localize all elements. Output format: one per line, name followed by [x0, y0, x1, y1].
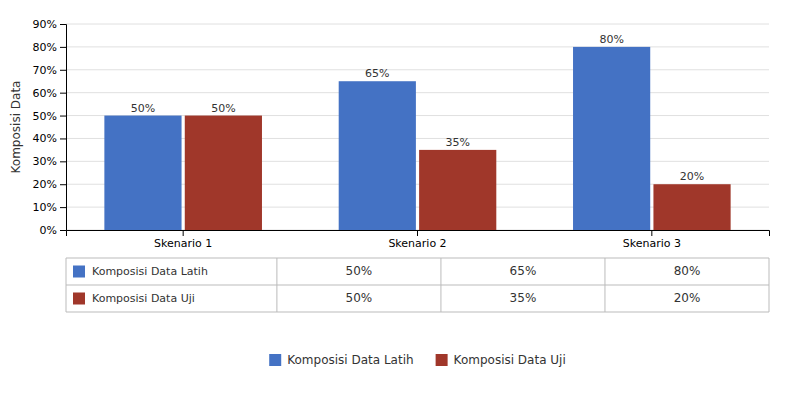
- table-cell: 50%: [346, 264, 373, 278]
- data-label: 35%: [445, 136, 469, 149]
- data-label: 65%: [365, 67, 389, 80]
- bar: [653, 184, 730, 230]
- axis-title: Komposisi Data: [9, 81, 23, 174]
- tick-mark: [60, 230, 66, 231]
- tick-mark: [417, 230, 418, 236]
- table-line: [604, 258, 605, 312]
- tick-mark: [60, 184, 66, 185]
- data-label: 50%: [211, 102, 235, 115]
- bar: [185, 116, 262, 230]
- tick: 40%: [33, 132, 66, 145]
- table-row-label: Komposisi Data Latih: [92, 265, 208, 278]
- bar: [104, 116, 181, 230]
- bars: [104, 47, 730, 230]
- tick-label: Skenario 3: [623, 237, 681, 250]
- tick-mark: [60, 24, 66, 25]
- table-cell: 65%: [510, 264, 537, 278]
- table-swatch: [73, 266, 85, 278]
- bar: [339, 81, 416, 230]
- data-label: 50%: [131, 102, 155, 115]
- legend-swatch: [436, 354, 448, 366]
- tick-mark: [60, 93, 66, 94]
- tick-label: Skenario 1: [154, 237, 212, 250]
- legend-item: Komposisi Data Uji: [436, 353, 566, 367]
- data-label: 20%: [680, 170, 704, 183]
- legend-swatch: [269, 354, 281, 366]
- legend-label: Komposisi Data Uji: [454, 353, 566, 367]
- y-axis: 0% 10% 20% 30% 40% 50% 60% 70% 80% 90%: [33, 18, 67, 237]
- tick-mark: [60, 161, 66, 162]
- tick-label: 70%: [33, 64, 57, 77]
- legend-item: Komposisi Data Latih: [269, 353, 413, 367]
- table-line: [440, 258, 441, 312]
- table-swatch: [73, 293, 85, 305]
- table-cell: 20%: [674, 291, 701, 305]
- tick: 50%: [33, 110, 66, 123]
- tick-mark: [651, 230, 652, 236]
- tick-mark: [60, 47, 66, 48]
- tick-label: 40%: [33, 132, 57, 145]
- tick-label: 90%: [33, 18, 57, 31]
- tick: 30%: [33, 155, 66, 168]
- table-line: [66, 258, 769, 259]
- tick-label: Skenario 2: [388, 237, 446, 250]
- tick: 80%: [33, 41, 66, 54]
- grid: [66, 24, 769, 230]
- x-axis: Skenario 1 Skenario 2 Skenario 3: [67, 230, 770, 250]
- table-line: [769, 258, 770, 312]
- tick-label: 30%: [33, 155, 57, 168]
- table-line: [276, 258, 277, 312]
- table-line: [66, 312, 769, 313]
- tick: 60%: [33, 87, 66, 100]
- tick: 90%: [33, 18, 66, 31]
- tick-mark: [60, 70, 66, 71]
- table-line: [66, 258, 67, 312]
- tick: Skenario 2: [388, 230, 446, 250]
- bar: [419, 150, 496, 230]
- axis-line: [60, 25, 67, 231]
- tick: 70%: [33, 64, 66, 77]
- grid-line: [66, 69, 769, 70]
- table-cell: 80%: [674, 264, 701, 278]
- tick-label: 80%: [33, 41, 57, 54]
- table-row-label: Komposisi Data Uji: [92, 292, 195, 305]
- legend: Komposisi Data Latih Komposisi Data Uji: [269, 353, 566, 367]
- grid-line: [66, 92, 769, 93]
- bar: [573, 47, 650, 230]
- tick-mark: [60, 138, 66, 139]
- axis-line: [67, 231, 770, 237]
- data-label: 80%: [599, 33, 623, 46]
- tick-mark: [183, 230, 184, 236]
- tick-mark: [60, 207, 66, 208]
- table: Komposisi Data Latih 50% 65% 80% Komposisi D…: [66, 258, 769, 312]
- tick-label: 0%: [40, 224, 57, 237]
- tick: 10%: [33, 201, 66, 214]
- table-cell: 35%: [510, 291, 537, 305]
- grid-line: [66, 24, 769, 25]
- data-labels: 50% 65% 80% 50% 35% 20%: [131, 33, 705, 183]
- chart: 0% 10% 20% 30% 40% 50% 60% 70% 80% 90% Komposisi D…: [0, 0, 789, 394]
- tick-label: 10%: [33, 201, 57, 214]
- tick-mark: [60, 116, 66, 117]
- tick: Skenario 3: [623, 230, 681, 250]
- grid-line: [66, 46, 769, 47]
- tick: 0%: [40, 224, 66, 237]
- tick-label: 50%: [33, 110, 57, 123]
- legend-label: Komposisi Data Latih: [287, 353, 413, 367]
- tick: Skenario 1: [154, 230, 212, 250]
- tick: 20%: [33, 178, 66, 191]
- tick-label: 60%: [33, 87, 57, 100]
- table-cell: 50%: [346, 291, 373, 305]
- table-line: [66, 285, 769, 286]
- tick-label: 20%: [33, 178, 57, 191]
